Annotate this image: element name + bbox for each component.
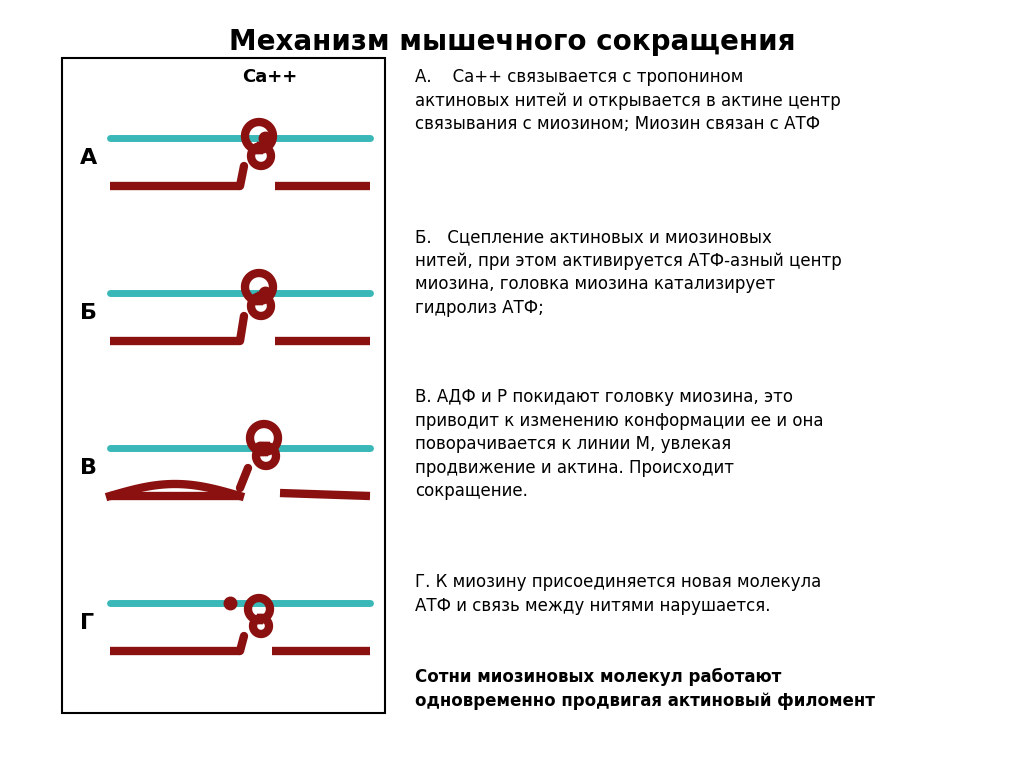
- Bar: [62, 58, 385, 713]
- Text: Сотни миозиновых молекул работают
одновременно продвигая актиновый филомент: Сотни миозиновых молекул работают одновр…: [415, 668, 874, 710]
- Text: А.    Ca++ связывается с тропонином
актиновых нитей и открывается в актине центр: А. Ca++ связывается с тропонином актинов…: [415, 68, 841, 133]
- Text: Г. К миозину присоединяется новая молекула
АТФ и связь между нитями нарушается.: Г. К миозину присоединяется новая молеку…: [415, 573, 821, 614]
- Text: Механизм мышечного сокращения: Механизм мышечного сокращения: [228, 28, 796, 56]
- Text: А: А: [80, 148, 97, 168]
- Text: Б: Б: [80, 303, 97, 323]
- Text: Б.   Сцепление актиновых и миозиновых
нитей, при этом активируется АТФ-азный цен: Б. Сцепление актиновых и миозиновых ните…: [415, 228, 842, 316]
- Text: Г: Г: [80, 613, 94, 633]
- Text: В. АДФ и Р покидают головку миозина, это
приводит к изменению конформации ее и о: В. АДФ и Р покидают головку миозина, это…: [415, 388, 823, 501]
- Text: В: В: [80, 458, 97, 478]
- Text: Ca++: Ca++: [243, 68, 298, 86]
